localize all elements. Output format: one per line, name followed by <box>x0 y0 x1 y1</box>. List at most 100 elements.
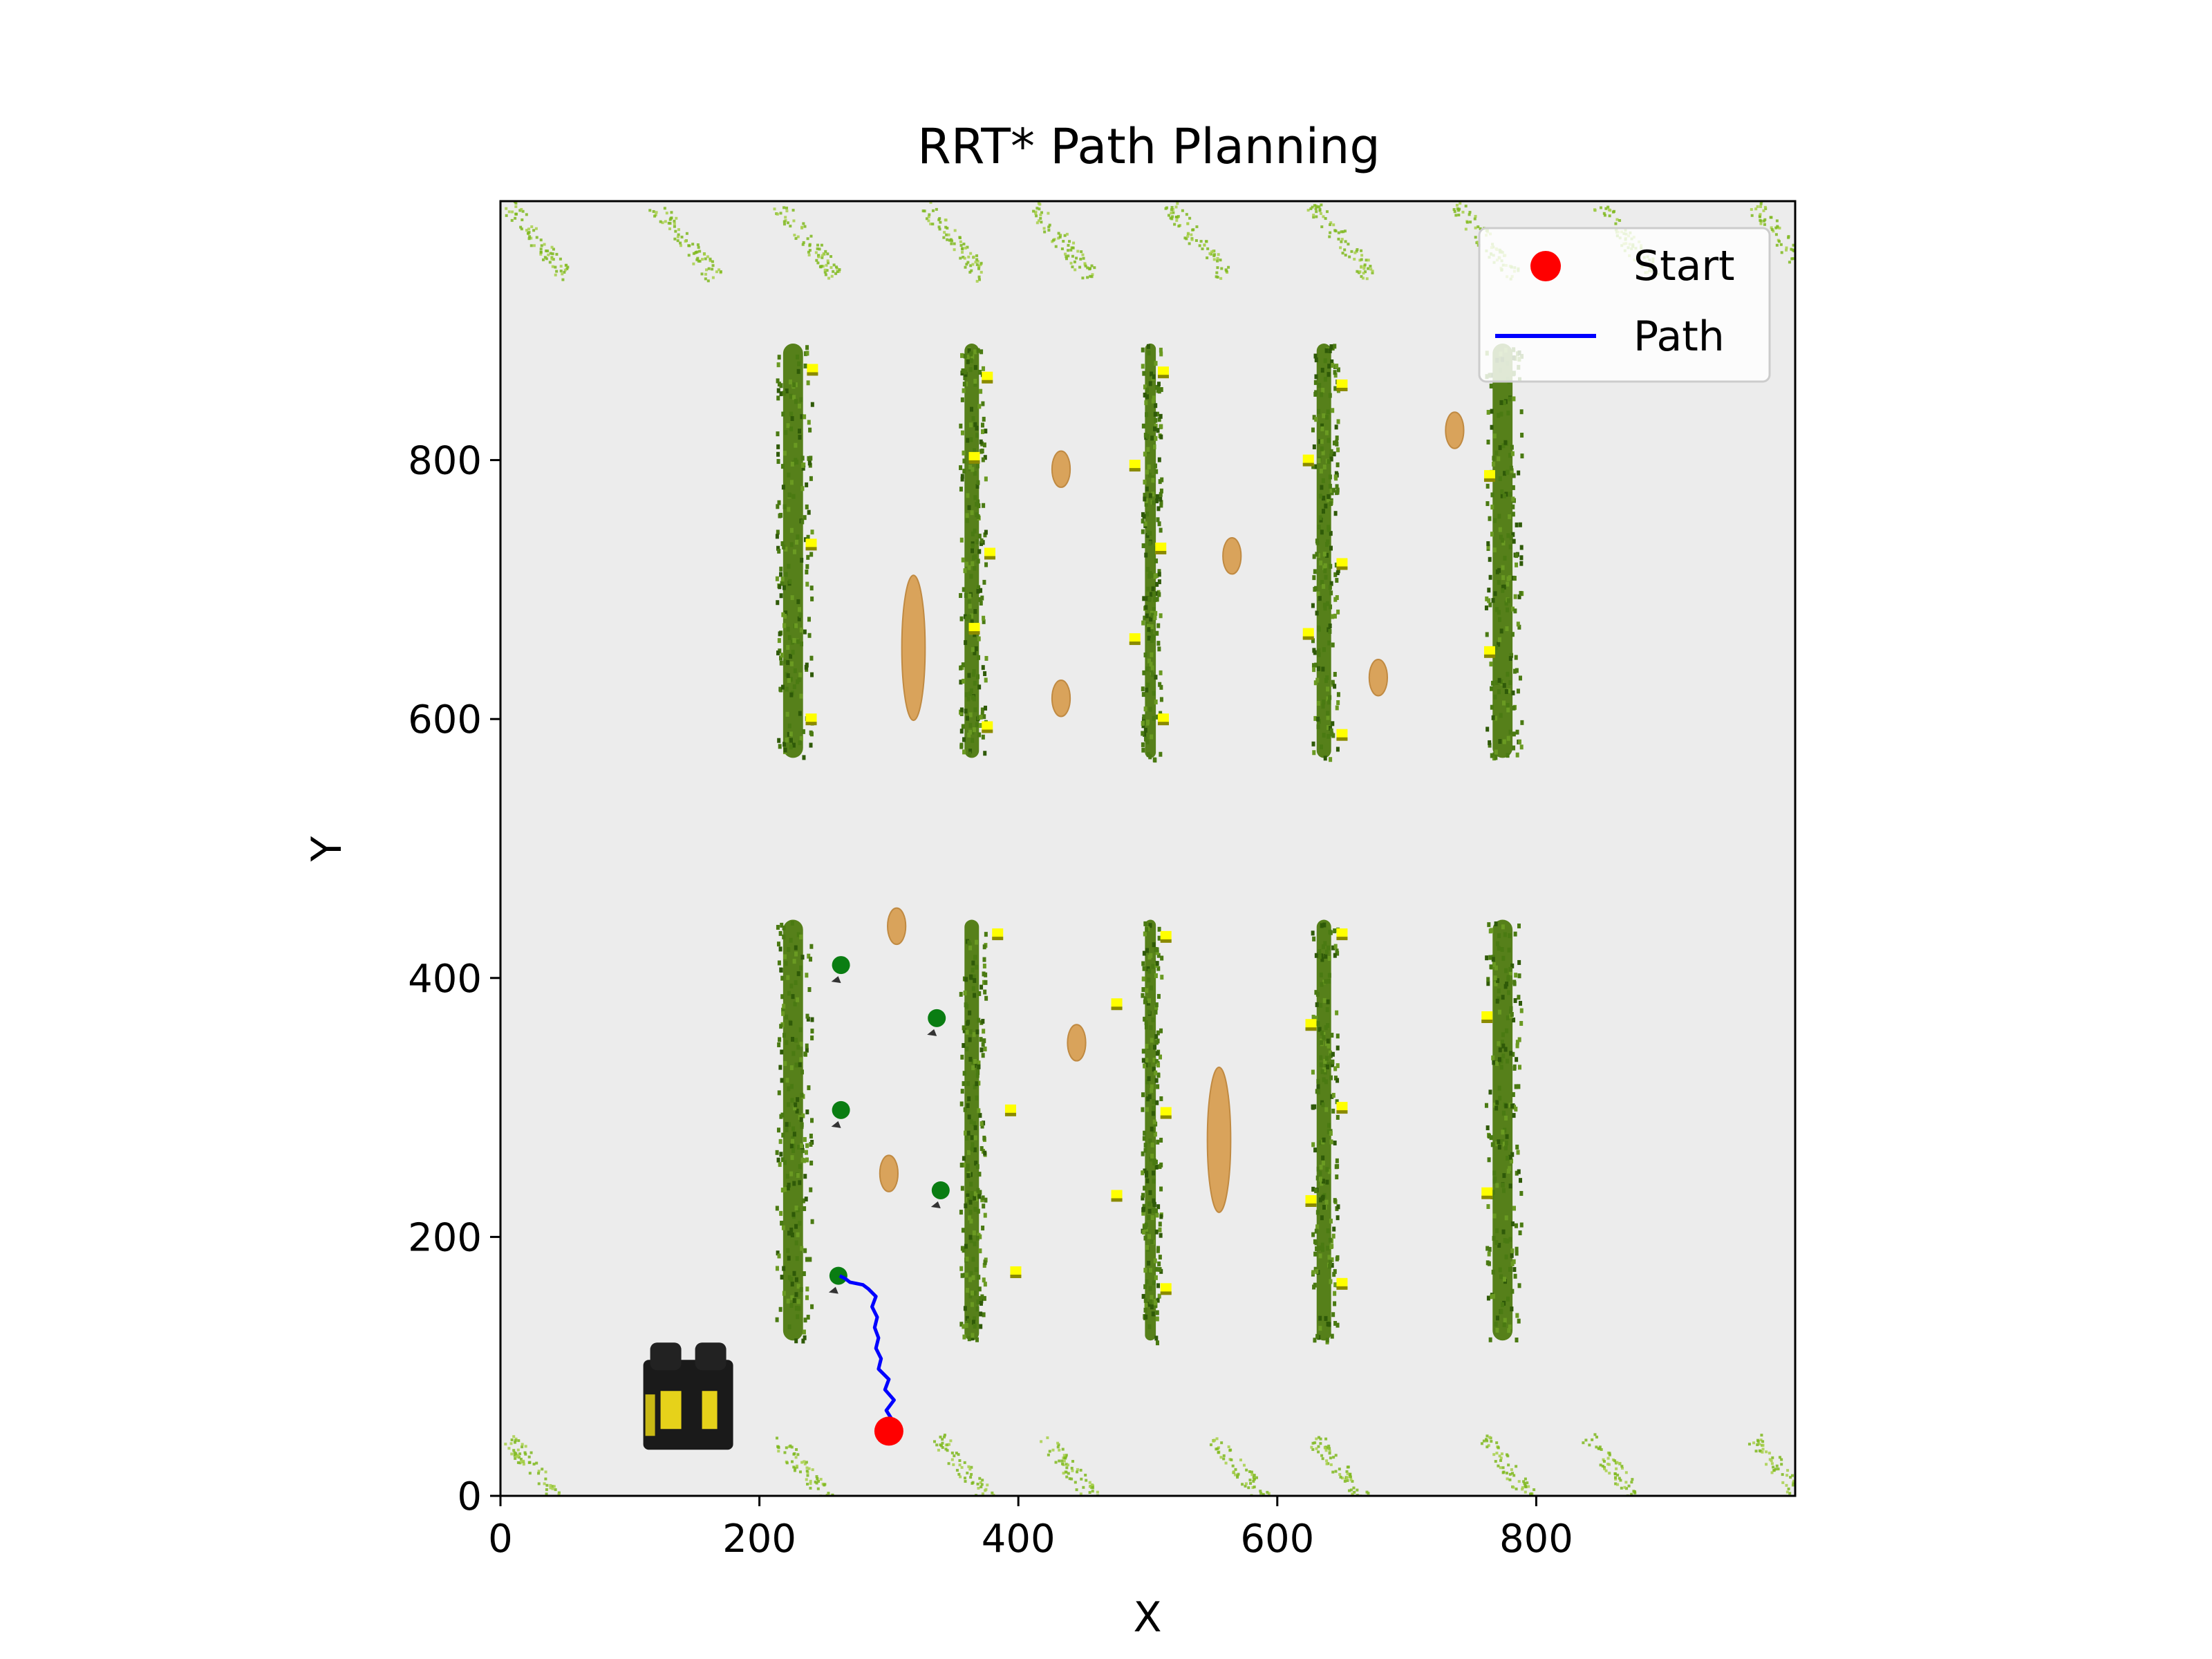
fern-speck <box>1317 1445 1320 1448</box>
vegetation-leaf <box>1485 632 1489 637</box>
vegetation-leaf <box>1141 720 1145 726</box>
vegetation-leaf <box>1504 491 1508 497</box>
vegetation-leaf <box>1314 390 1318 395</box>
fern-speck <box>950 239 954 243</box>
vegetation-leaf <box>1144 552 1148 558</box>
vegetation-leaf <box>1157 579 1161 585</box>
fern-speck <box>1046 1436 1049 1439</box>
fern-speck <box>1364 270 1367 274</box>
vegetation-leaf <box>1152 942 1156 948</box>
fern-speck <box>982 1498 984 1501</box>
vegetation-leaf <box>1150 1142 1154 1147</box>
vegetation-leaf <box>1331 1312 1335 1318</box>
fern-speck <box>1781 1481 1785 1484</box>
fern-speck <box>1258 1501 1261 1503</box>
vegetation-leaf <box>807 617 811 622</box>
vegetation-leaf <box>1145 596 1150 601</box>
vegetation-leaf <box>1500 489 1504 495</box>
fern-speck <box>1248 1479 1252 1482</box>
vegetation-leaf <box>1155 1316 1159 1322</box>
fern-speck <box>818 247 821 251</box>
yellow-marker <box>1483 470 1495 482</box>
vegetation-leaf <box>1150 572 1154 578</box>
vegetation-leaf <box>1143 999 1147 1004</box>
fern-speck <box>1619 1479 1622 1482</box>
fern-speck <box>1206 256 1209 260</box>
vegetation-leaf <box>1155 947 1159 953</box>
vegetation-leaf <box>973 680 977 686</box>
fern-speck <box>827 1492 830 1495</box>
vegetation-leaf <box>786 626 790 632</box>
vegetation-leaf <box>801 1113 805 1118</box>
fern-speck <box>1251 1485 1255 1489</box>
vegetation-leaf <box>960 397 964 402</box>
vegetation-leaf <box>1156 1297 1160 1303</box>
fern-speck <box>1201 247 1204 251</box>
vegetation-leaf <box>1506 1015 1510 1020</box>
vegetation-leaf <box>968 1210 973 1215</box>
vegetation-leaf <box>792 684 796 689</box>
yellow-marker <box>1129 460 1141 472</box>
fern-speck <box>1363 263 1367 267</box>
green-point <box>828 1266 847 1294</box>
vegetation-leaf <box>1152 1179 1156 1184</box>
vegetation-leaf <box>1319 1002 1323 1008</box>
y-tick-label: 600 <box>408 697 482 742</box>
fern-speck <box>544 1470 547 1474</box>
fern-speck <box>830 255 833 259</box>
vegetation-leaf <box>959 729 964 734</box>
vegetation-leaf <box>1492 1213 1497 1219</box>
vegetation-leaf <box>969 1119 973 1125</box>
vegetation-leaf <box>979 600 983 606</box>
fern-speck <box>1070 1466 1074 1470</box>
fern-speck <box>1206 247 1210 250</box>
fern-speck <box>1063 234 1067 237</box>
fern-speck <box>1174 205 1178 209</box>
fern-speck <box>1269 1500 1272 1503</box>
vegetation-leaf <box>971 1142 975 1147</box>
vegetation-leaf <box>798 607 802 612</box>
fern-speck <box>825 1493 829 1496</box>
vegetation-leaf <box>789 744 793 750</box>
vegetation-leaf <box>1328 585 1332 590</box>
yellow-marker <box>1302 628 1314 640</box>
vegetation-leaf <box>791 742 796 748</box>
fern-speck <box>800 225 804 229</box>
fern-speck <box>1369 268 1373 271</box>
marker-shadow <box>968 631 980 635</box>
vegetation-leaf <box>1502 1277 1506 1282</box>
vegetation-leaf <box>977 1172 982 1177</box>
fern-speck <box>1464 205 1468 208</box>
fern-speck <box>1329 1456 1332 1460</box>
vegetation-leaf <box>804 664 808 670</box>
vegetation-leaf <box>1485 596 1489 601</box>
fern-speck <box>1761 1443 1765 1447</box>
vegetation-leaf <box>1519 590 1523 596</box>
fern-speck <box>1785 248 1788 252</box>
vegetation-leaf <box>971 967 975 973</box>
vegetation-leaf <box>806 1016 810 1022</box>
vegetation-leaf <box>1509 1051 1513 1056</box>
vegetation-leaf <box>780 975 785 981</box>
fern-speck <box>1324 217 1327 221</box>
marker-shadow <box>1302 636 1314 640</box>
fern-speck <box>544 1477 547 1481</box>
fern-speck <box>800 1461 804 1464</box>
fern-speck <box>1365 277 1369 281</box>
vegetation-leaf <box>810 1029 814 1034</box>
fern-speck <box>1000 1504 1002 1507</box>
fern-speck <box>704 277 707 281</box>
vegetation-leaf <box>966 1081 970 1087</box>
vegetation-leaf <box>1499 1274 1503 1280</box>
fern-speck <box>1775 1464 1779 1468</box>
vegetation-leaf <box>983 455 987 460</box>
vegetation-leaf <box>1146 682 1150 688</box>
vegetation-leaf <box>1157 935 1161 941</box>
fern-speck <box>1796 265 1799 268</box>
vegetation-leaf <box>1493 1103 1497 1108</box>
fern-speck <box>557 1492 561 1496</box>
vegetation-leaf <box>1313 569 1317 574</box>
vegetation-leaf <box>810 1017 814 1022</box>
vegetation-leaf <box>1315 1002 1319 1007</box>
vegetation-leaf <box>1485 483 1490 489</box>
